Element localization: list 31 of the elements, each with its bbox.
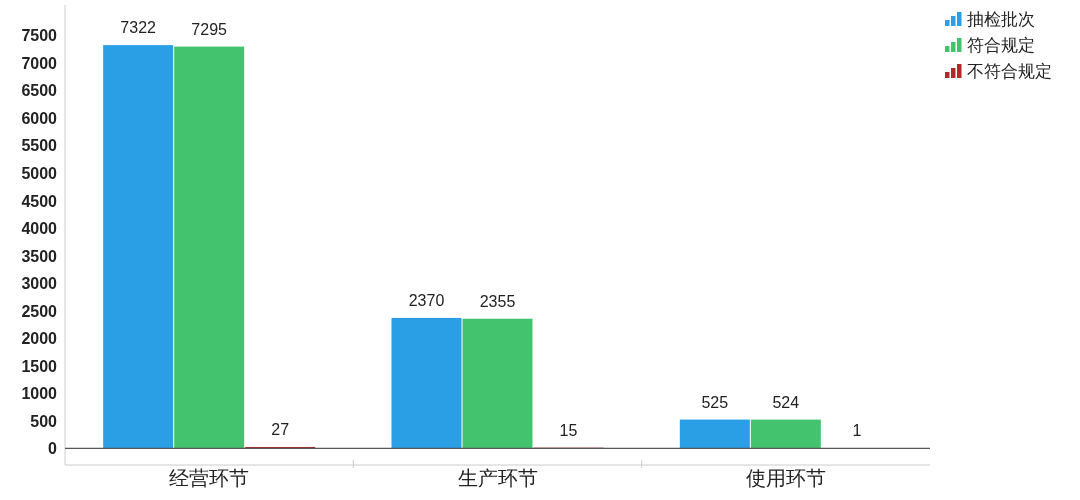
y-tick-label: 1000	[21, 385, 58, 403]
x-tick-label: 使用环节	[745, 467, 826, 489]
y-tick-label: 6000	[21, 109, 58, 127]
legend-label: 符合规定	[967, 36, 1035, 55]
y-tick-label: 4000	[21, 220, 58, 238]
data-label: 524	[772, 393, 800, 411]
data-label: 27	[271, 420, 290, 438]
y-tick-label: 0	[48, 440, 58, 458]
y-tick-label: 3000	[21, 275, 58, 293]
y-tick-label: 6500	[21, 82, 58, 100]
y-tick-label: 7500	[21, 27, 58, 45]
y-tick-label: 1500	[21, 357, 58, 375]
y-tick-label: 4500	[21, 192, 58, 210]
data-label: 2355	[479, 292, 516, 310]
y-tick-label: 3500	[21, 247, 58, 265]
y-tick-label: 7000	[21, 54, 58, 72]
legend-label: 抽检批次	[967, 10, 1035, 29]
legend-label: 不符合规定	[967, 62, 1052, 81]
data-label: 2370	[408, 291, 445, 309]
data-label: 15	[559, 421, 578, 439]
data-label: 525	[701, 393, 729, 411]
y-tick-label: 5500	[21, 137, 58, 155]
data-label: 7322	[120, 19, 157, 37]
y-tick-label: 2000	[21, 330, 58, 348]
data-label: 1	[852, 422, 862, 440]
data-label: 7295	[191, 20, 228, 38]
y-tick-label: 5000	[21, 165, 58, 183]
y-tick-label: 2500	[21, 302, 58, 320]
x-tick-label: 经营环节	[169, 467, 250, 489]
y-tick-label: 500	[30, 412, 58, 430]
x-tick-label: 生产环节	[457, 467, 538, 489]
